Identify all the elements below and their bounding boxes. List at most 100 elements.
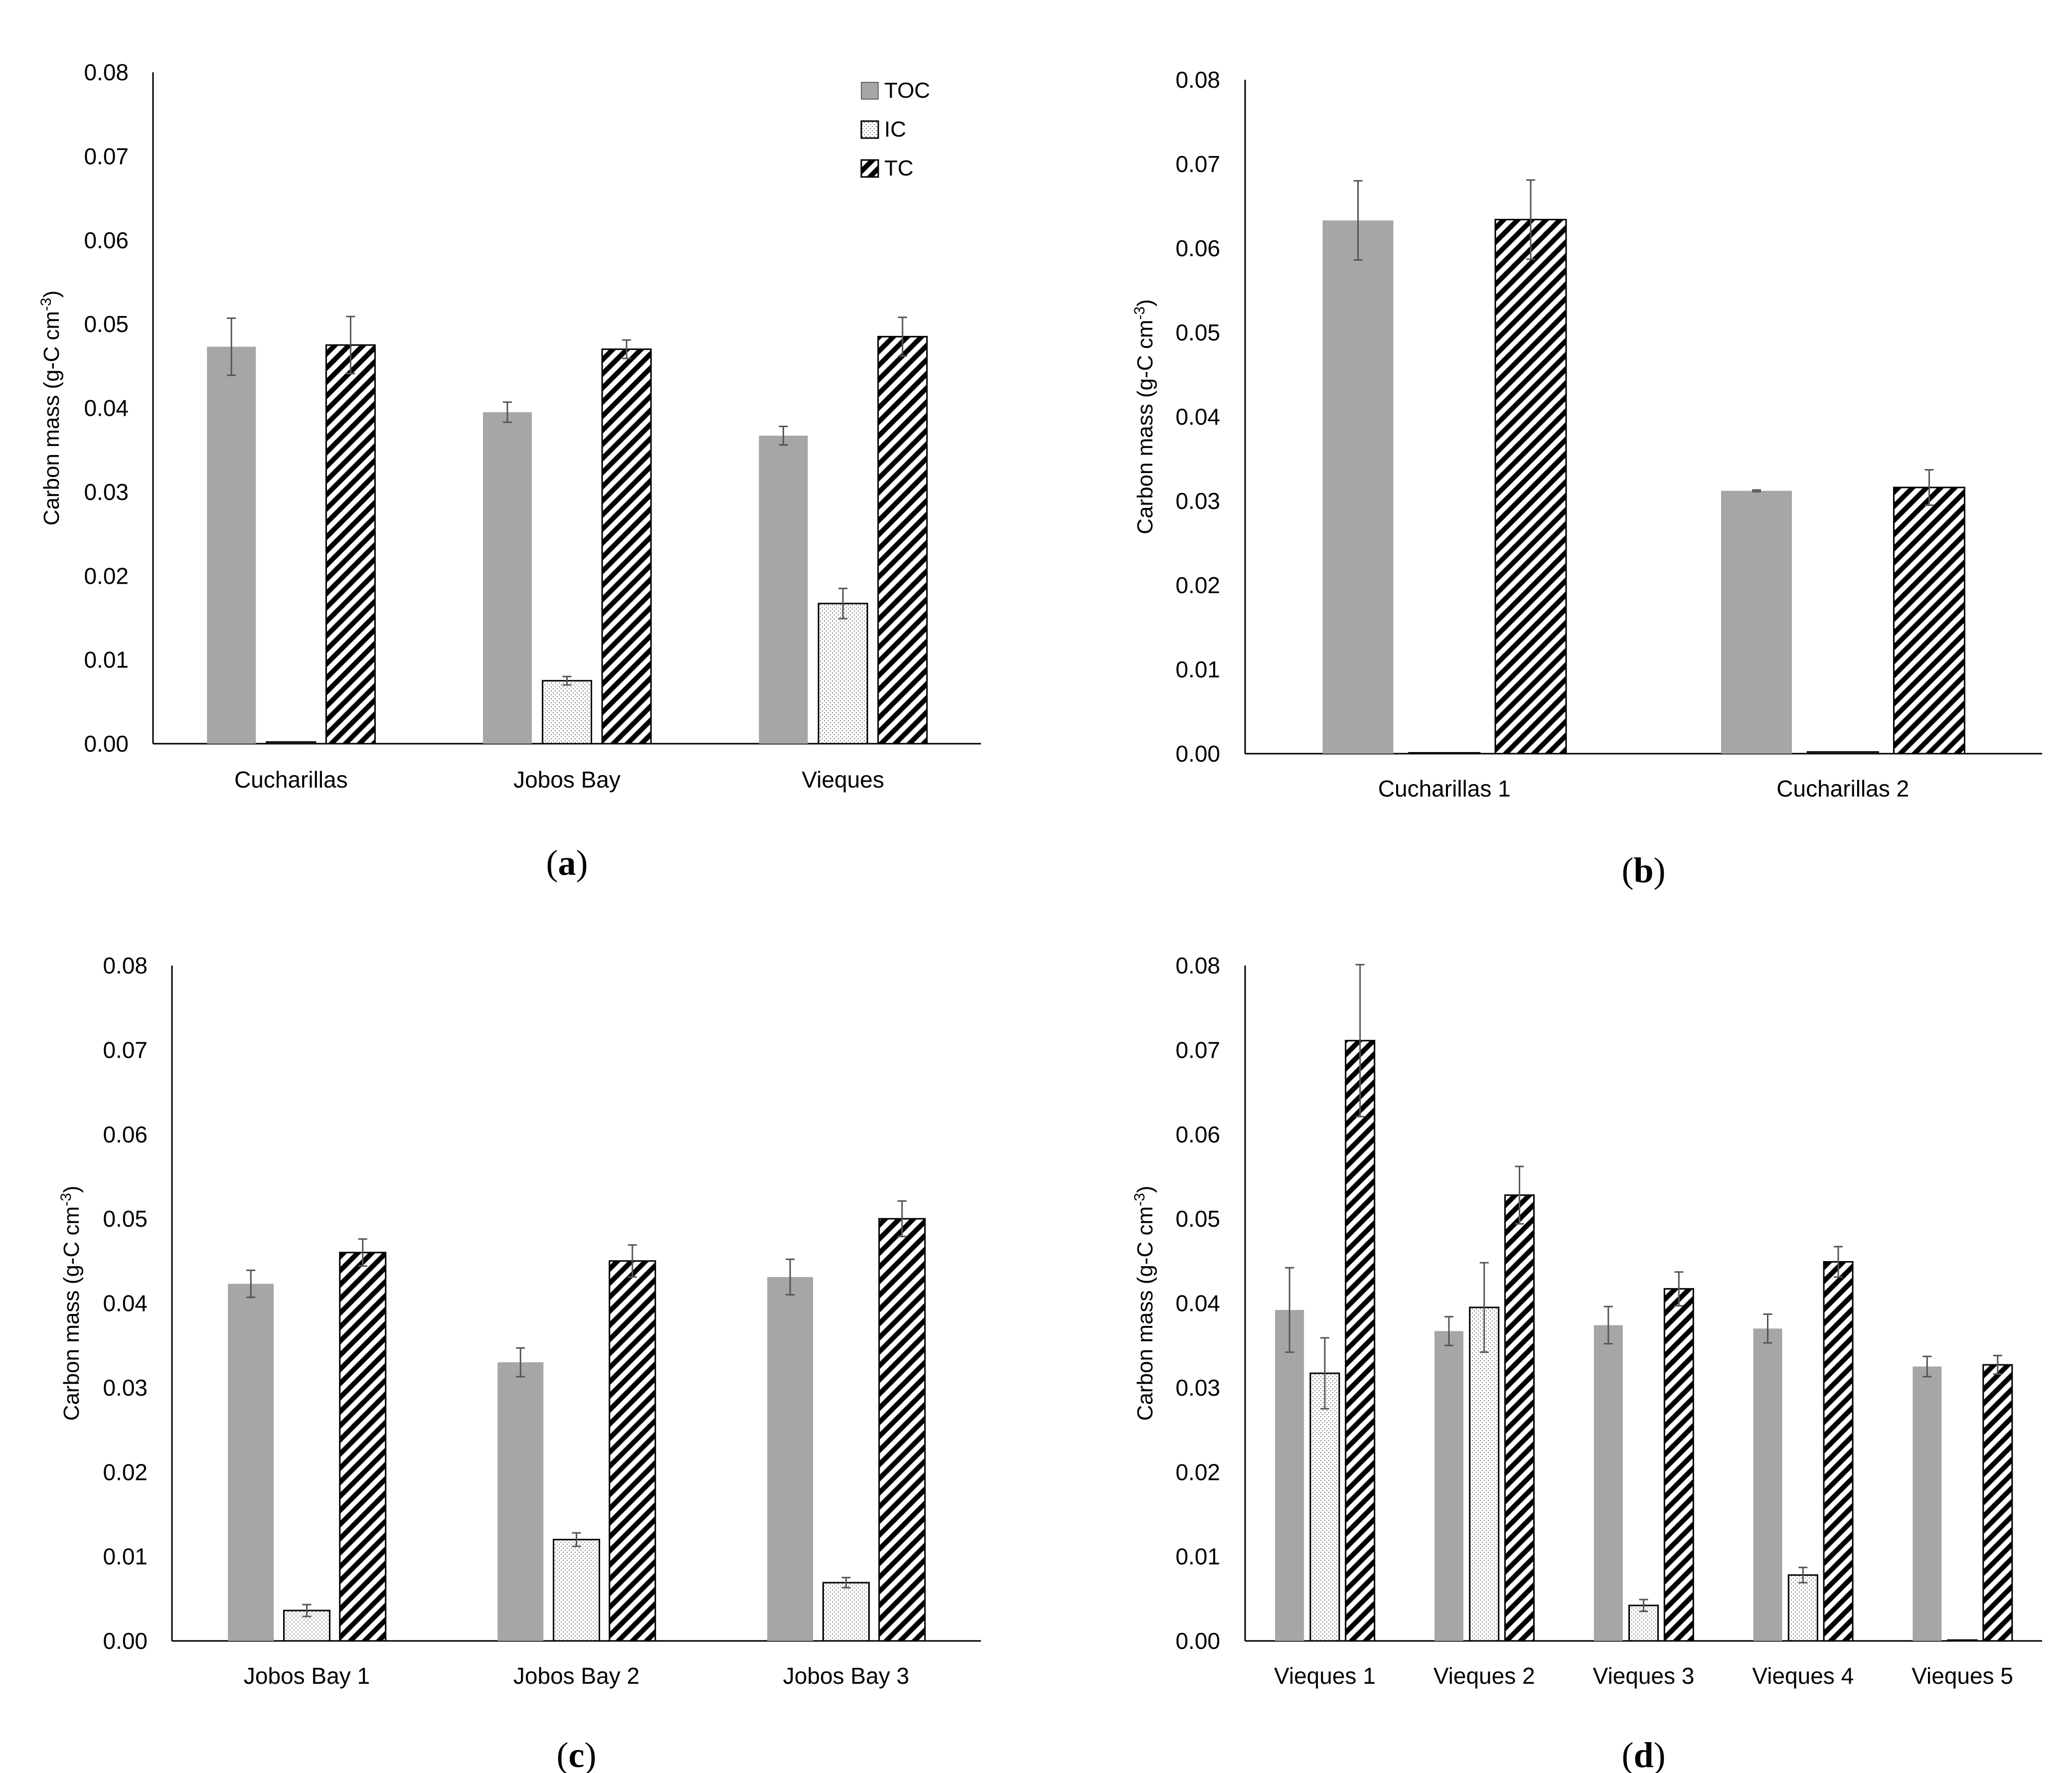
legend: TOC IC TC bbox=[860, 78, 930, 180]
bar-ic bbox=[1309, 1372, 1340, 1642]
y-tick-label: 0.06 bbox=[84, 227, 129, 253]
y-axis-label: Carbon mass (g-C cm-3) bbox=[58, 1186, 84, 1421]
bar-ic bbox=[266, 741, 317, 745]
bar-tc bbox=[878, 1218, 926, 1642]
y-tick-label: 0.04 bbox=[1175, 1290, 1220, 1316]
bar-ic bbox=[553, 1539, 600, 1642]
x-category-label: Cucharillas 1 bbox=[1378, 776, 1511, 802]
x-category-label: Cucharillas 2 bbox=[1776, 776, 1909, 802]
bar-toc bbox=[482, 412, 532, 744]
chart-panel-b: 0.00 0.01 0.02 0.03 0.04 0.05 0.06 0.07 0.08 Carb… bbox=[1131, 67, 2042, 890]
bar-toc bbox=[759, 436, 808, 744]
y-tick-label: 0.01 bbox=[1175, 656, 1220, 682]
y-tick-label: 0.06 bbox=[1175, 1122, 1220, 1147]
legend-label: TOC bbox=[884, 78, 930, 103]
bar-tc bbox=[1982, 1364, 2013, 1642]
y-tick-label: 0.05 bbox=[84, 311, 129, 337]
x-category-label: Jobos Bay 2 bbox=[513, 1663, 639, 1689]
hatched-swatch-icon bbox=[860, 159, 879, 178]
y-tick-label: 0.08 bbox=[1175, 67, 1220, 93]
y-tick-label: 0.05 bbox=[1175, 1206, 1220, 1232]
y-tick-label: 0.01 bbox=[84, 647, 129, 673]
bar-toc bbox=[1434, 1331, 1463, 1641]
y-axis-label: Carbon mass (g-C cm-3) bbox=[1131, 1186, 1157, 1421]
bar-ic bbox=[542, 680, 592, 745]
x-category-label: Jobos Bay 1 bbox=[244, 1663, 370, 1689]
x-category-label: Vieques 3 bbox=[1593, 1663, 1695, 1689]
y-tick-label: 0.08 bbox=[84, 59, 129, 85]
y-tick-label: 0.06 bbox=[103, 1122, 148, 1147]
bar-toc bbox=[1753, 1328, 1782, 1641]
bar-tc bbox=[1494, 219, 1567, 755]
bar-ic bbox=[1408, 752, 1481, 755]
dotted-swatch-icon bbox=[860, 120, 879, 139]
y-tick-label: 0.03 bbox=[84, 479, 129, 505]
y-tick-label: 0.02 bbox=[84, 563, 129, 589]
bar-tc bbox=[601, 348, 652, 745]
chart-panel-d: 0.00 0.01 0.02 0.03 0.04 0.05 0.06 0.07 0.08 Carb… bbox=[1131, 953, 2042, 1773]
y-tick-label: 0.03 bbox=[1175, 1375, 1220, 1401]
y-tick-label: 0.04 bbox=[103, 1290, 148, 1316]
x-category-label: Vieques 4 bbox=[1752, 1663, 1854, 1689]
bar-tc bbox=[325, 344, 376, 745]
x-category-label: Cucharillas bbox=[234, 767, 348, 793]
bar-ic bbox=[822, 1582, 870, 1642]
chart-panel-c: 0.00 0.01 0.02 0.03 0.04 0.05 0.06 0.07 0.08 Carb… bbox=[58, 953, 981, 1773]
bar-toc bbox=[1275, 1310, 1304, 1641]
bar-tc bbox=[1823, 1261, 1854, 1642]
bar-ic bbox=[817, 603, 868, 745]
y-tick-label: 0.07 bbox=[103, 1037, 148, 1063]
bar-toc bbox=[1913, 1366, 1942, 1641]
y-tick-label: 0.07 bbox=[1175, 1037, 1220, 1063]
y-tick-label: 0.04 bbox=[1175, 404, 1220, 430]
y-tick-label: 0.05 bbox=[1175, 320, 1220, 345]
y-tick-label: 0.05 bbox=[103, 1206, 148, 1232]
legend-label: TC bbox=[884, 156, 914, 180]
y-tick-label: 0.00 bbox=[84, 731, 129, 757]
y-tick-label: 0.04 bbox=[84, 395, 129, 421]
y-tick-label: 0.01 bbox=[1175, 1544, 1220, 1570]
x-category-label: Vieques bbox=[801, 767, 884, 793]
bar-tc bbox=[339, 1252, 387, 1642]
y-tick-label: 0.08 bbox=[1175, 953, 1220, 978]
bar-tc bbox=[609, 1260, 656, 1642]
panel-label: (c) bbox=[557, 1735, 597, 1773]
x-category-label: Vieques 5 bbox=[1912, 1663, 2013, 1689]
legend-label: IC bbox=[884, 117, 906, 142]
y-tick-label: 0.02 bbox=[1175, 1459, 1220, 1485]
panel-label: (d) bbox=[1621, 1735, 1665, 1773]
y-tick-label: 0.01 bbox=[103, 1544, 148, 1570]
y-tick-label: 0.02 bbox=[1175, 572, 1220, 598]
y-tick-label: 0.03 bbox=[103, 1375, 148, 1401]
x-category-label: Jobos Bay 3 bbox=[783, 1663, 909, 1689]
chart-panel-a: 0.00 0.01 0.02 0.03 0.04 0.05 0.06 0.07 0.08 Carb… bbox=[38, 59, 981, 883]
bar-tc bbox=[877, 335, 928, 745]
bar-ic bbox=[1469, 1306, 1500, 1642]
bar-tc bbox=[1504, 1194, 1535, 1642]
panel-label: (b) bbox=[1621, 850, 1665, 890]
y-axis-label: Carbon mass (g-C cm-3) bbox=[38, 291, 64, 526]
y-tick-label: 0.02 bbox=[103, 1459, 148, 1485]
y-tick-label: 0.03 bbox=[1175, 488, 1220, 514]
bar-toc bbox=[228, 1284, 274, 1641]
bar-tc bbox=[1663, 1288, 1694, 1642]
y-tick-label: 0.06 bbox=[1175, 235, 1220, 261]
y-tick-label: 0.08 bbox=[103, 953, 148, 978]
y-tick-label: 0.00 bbox=[1175, 1628, 1220, 1654]
x-category-label: Jobos Bay bbox=[513, 767, 621, 793]
solid-gray-swatch-icon bbox=[861, 82, 879, 100]
y-tick-label: 0.00 bbox=[1175, 741, 1220, 767]
x-category-label: Vieques 2 bbox=[1434, 1663, 1535, 1689]
bar-toc bbox=[207, 346, 256, 744]
bar-toc bbox=[1594, 1325, 1623, 1641]
bar-ic bbox=[1947, 1639, 1978, 1642]
bar-toc bbox=[497, 1362, 544, 1641]
panel-label: (a) bbox=[546, 843, 588, 883]
bar-ic bbox=[1806, 751, 1879, 755]
x-category-label: Vieques 1 bbox=[1274, 1663, 1376, 1689]
y-axis-label: Carbon mass (g-C cm-3) bbox=[1131, 299, 1157, 534]
bar-tc bbox=[1893, 486, 1965, 755]
bar-tc bbox=[1345, 1040, 1376, 1642]
y-tick-label: 0.07 bbox=[1175, 151, 1220, 177]
